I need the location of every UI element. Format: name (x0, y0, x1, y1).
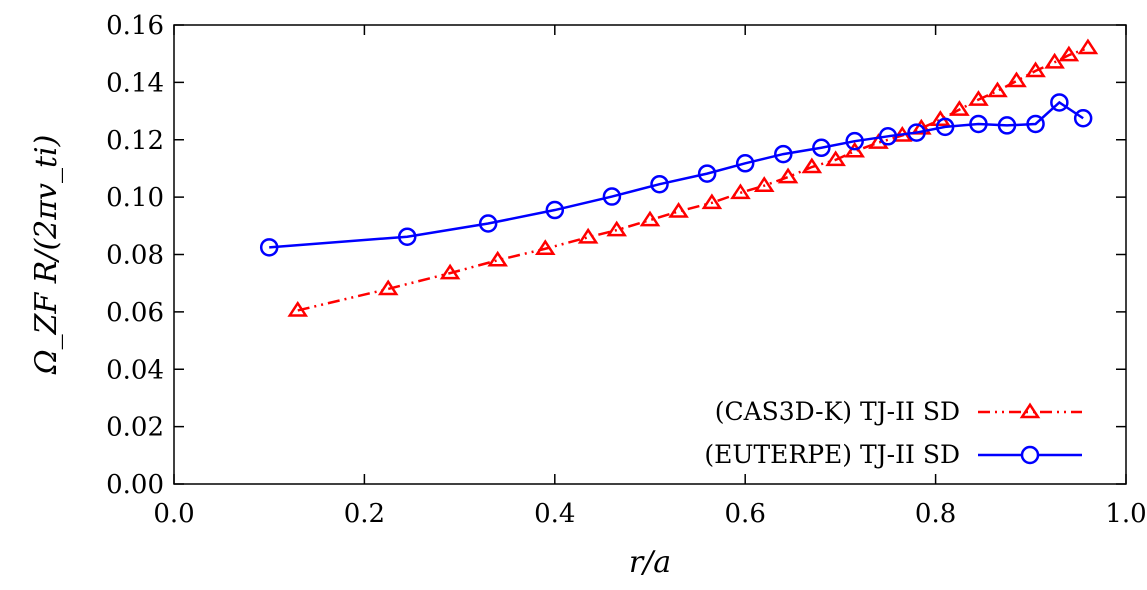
y-tick-label: 0.08 (106, 241, 164, 271)
data-point (606, 220, 627, 237)
data-point (397, 227, 417, 246)
data-point (487, 250, 508, 267)
data-point (844, 141, 865, 158)
series-0 (287, 38, 1099, 317)
data-point (602, 187, 622, 206)
x-tick-label: 0.8 (915, 499, 956, 529)
x-tick-label: 1.0 (1105, 499, 1146, 529)
y-tick-label: 0.04 (106, 355, 164, 385)
data-point (907, 123, 926, 142)
y-tick-label: 0.00 (106, 470, 164, 500)
x-tick-label: 0.2 (344, 499, 385, 529)
data-point (1025, 61, 1046, 78)
y-tick-label: 0.16 (106, 11, 164, 41)
data-point (577, 227, 599, 244)
x-tick-label: 0.4 (534, 499, 575, 529)
data-point (377, 279, 399, 296)
y-tick-label: 0.02 (106, 413, 164, 443)
data-point (812, 138, 831, 158)
data-point (969, 114, 988, 134)
data-point (1050, 93, 1069, 112)
legend-label-cas3d: (CAS3D-K) TJ-II SD (715, 397, 960, 426)
data-point (1073, 108, 1093, 128)
legend: (CAS3D-K) TJ-II SD (EUTERPE) TJ-II SD (704, 397, 1082, 469)
y-tick-label: 0.14 (106, 68, 164, 98)
data-point (287, 300, 309, 317)
data-point (845, 131, 864, 151)
data-point (1006, 71, 1027, 88)
data-point (968, 90, 989, 106)
y-tick-label: 0.10 (106, 183, 164, 213)
data-point (697, 164, 717, 183)
data-point (1026, 114, 1045, 134)
data-point (259, 238, 279, 257)
data-point (1077, 38, 1099, 55)
data-point (650, 174, 669, 194)
y-tick-label: 0.06 (106, 298, 164, 328)
data-point (1058, 45, 1080, 62)
legend-marker-cas3d (1019, 402, 1041, 419)
data-point (753, 176, 775, 192)
y-tick-label: 0.12 (106, 126, 164, 156)
data-point (478, 214, 498, 233)
series-layer (259, 38, 1099, 317)
series-1 (259, 93, 1093, 257)
data-point (735, 154, 755, 173)
legend-marker-euterpe (1020, 445, 1040, 465)
data-point (825, 150, 846, 167)
data-point (774, 144, 793, 164)
ticks: 0.0 0.2 0.4 0.6 0.8 1.0 0.00 0.02 0.04 0.06 0.08 0.… (106, 11, 1147, 529)
data-point (730, 183, 751, 200)
data-point (997, 116, 1017, 135)
data-point (639, 210, 661, 227)
legend-entry-cas3d: (CAS3D-K) TJ-II SD (715, 397, 1082, 426)
data-point (935, 117, 955, 137)
data-point (545, 200, 565, 220)
data-point (534, 239, 556, 256)
data-point (668, 201, 689, 218)
plot-frame (173, 24, 1127, 485)
series-line (269, 100, 1084, 249)
data-point (439, 263, 461, 280)
legend-label-euterpe: (EUTERPE) TJ-II SD (704, 440, 960, 469)
series-line (297, 46, 1089, 312)
legend-entry-euterpe: (EUTERPE) TJ-II SD (704, 440, 1082, 469)
x-tick-label: 0.6 (725, 499, 766, 529)
data-point (949, 100, 970, 116)
y-axis-label: Ω_ZF R/(2πv_ti) (29, 135, 64, 376)
data-point (911, 118, 932, 135)
data-point (878, 127, 898, 146)
data-point (701, 193, 723, 210)
data-point (987, 81, 1008, 98)
data-point (801, 157, 823, 174)
x-tick-label: 0.0 (153, 499, 194, 529)
data-point (1044, 52, 1065, 69)
x-axis-label: r/a (629, 545, 671, 580)
data-point (777, 167, 799, 184)
